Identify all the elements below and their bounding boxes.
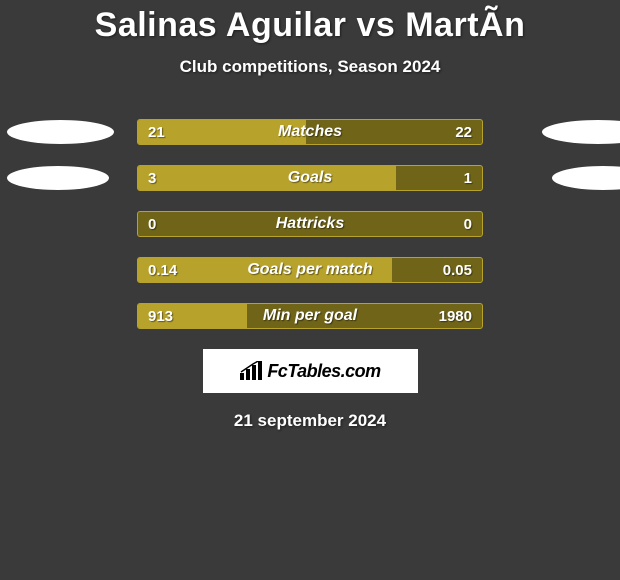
stat-left-value: 0 [148, 212, 156, 236]
logo: FcTables.com [239, 361, 380, 382]
stat-row: 9131980Min per goal [0, 303, 620, 329]
date-label: 21 september 2024 [0, 411, 620, 431]
logo-box[interactable]: FcTables.com [203, 349, 418, 393]
stat-row: 31Goals [0, 165, 620, 191]
stat-right-value: 1 [464, 166, 472, 190]
stat-left-value: 3 [148, 166, 156, 190]
stat-bar: 31Goals [137, 165, 483, 191]
stat-right-value: 0 [464, 212, 472, 236]
stat-right-value: 22 [455, 120, 472, 144]
stat-left-value: 0.14 [148, 258, 177, 282]
page-subtitle: Club competitions, Season 2024 [0, 57, 620, 77]
page-title: Salinas Aguilar vs MartÃ­n [0, 6, 620, 45]
left-ellipse [7, 120, 114, 144]
stat-right-value: 1980 [439, 304, 472, 328]
stat-right-value: 0.05 [443, 258, 472, 282]
stat-row: 0.140.05Goals per match [0, 257, 620, 283]
stat-row: 2122Matches [0, 119, 620, 145]
barchart-icon [239, 361, 265, 381]
stat-left-value: 913 [148, 304, 173, 328]
right-ellipse [542, 120, 620, 144]
stat-bar: 0 0Hattricks [137, 211, 483, 237]
stat-bar: 0.140.05Goals per match [137, 257, 483, 283]
stat-bar: 9131980Min per goal [137, 303, 483, 329]
logo-text: FcTables.com [267, 361, 380, 382]
stat-row: 0 0Hattricks [0, 211, 620, 237]
stat-left-value: 21 [148, 120, 165, 144]
stat-rows: 2122Matches31Goals00Hattricks0.140.05Goa… [0, 119, 620, 329]
left-ellipse [7, 166, 109, 190]
stat-label: Hattricks [138, 212, 482, 236]
stat-bar: 2122Matches [137, 119, 483, 145]
stat-bar-fill [138, 166, 396, 190]
right-ellipse [552, 166, 620, 190]
comparison-infographic: Salinas Aguilar vs MartÃ­n Club competit… [0, 0, 620, 580]
